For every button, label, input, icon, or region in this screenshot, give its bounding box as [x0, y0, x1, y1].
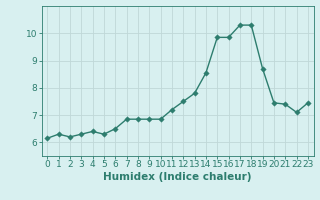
X-axis label: Humidex (Indice chaleur): Humidex (Indice chaleur): [103, 172, 252, 182]
